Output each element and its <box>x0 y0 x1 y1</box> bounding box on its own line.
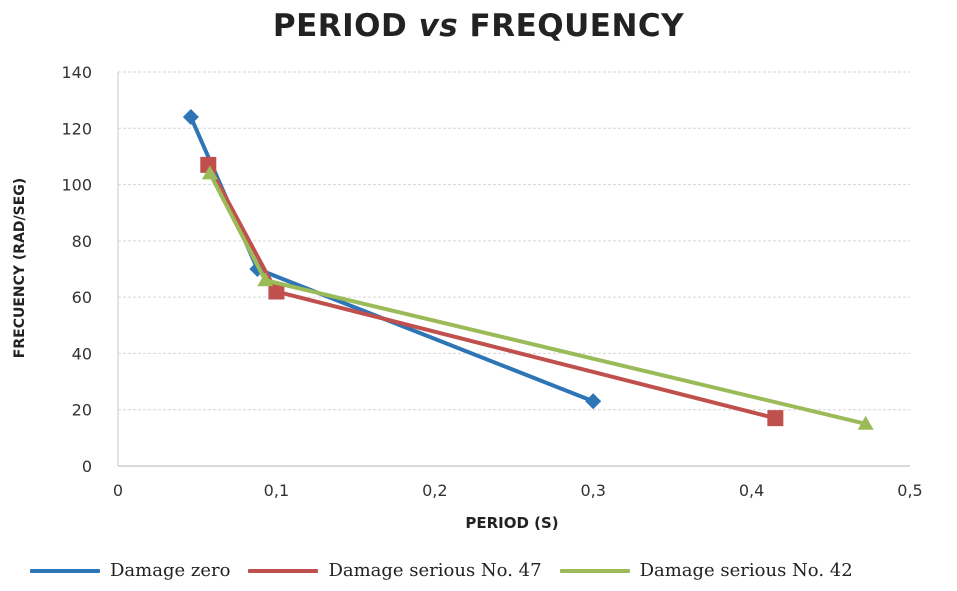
legend-item: Damage serious No. 47 <box>248 560 542 581</box>
legend: Damage zero Damage serious No. 47 Damage s… <box>30 560 950 581</box>
data-point <box>200 156 217 173</box>
x-tick-label: 0 <box>113 481 123 500</box>
chart-title-rest: FREQUENCY <box>458 8 685 44</box>
legend-swatch <box>559 568 630 573</box>
series-1 <box>182 109 602 410</box>
data-point <box>201 165 218 180</box>
x-tick-label: 0,2 <box>422 481 447 500</box>
x-tick-labels: 0 0,1 0,2 0,3 0,4 0,5 <box>113 481 923 500</box>
legend-item: Damage serious No. 42 <box>559 560 853 581</box>
data-point <box>585 393 602 410</box>
legend-swatch <box>30 568 100 573</box>
x-tick-label: 0,3 <box>580 481 605 500</box>
legend-swatch <box>248 568 319 573</box>
data-point <box>257 272 274 287</box>
x-tick-label: 0,4 <box>739 481 764 500</box>
gridlines <box>117 71 910 467</box>
y-tick-labels: 0 20 40 60 80 100 120 140 <box>61 63 92 476</box>
y-tick-label: 140 <box>61 63 92 82</box>
series-3 <box>201 165 874 430</box>
y-axis-label: FRECUENCY (RAD/SEG) <box>12 178 28 358</box>
y-tick-label: 80 <box>72 232 92 251</box>
y-tick-label: 100 <box>61 176 92 195</box>
x-tick-label: 0,1 <box>264 481 289 500</box>
legend-label: Damage zero <box>110 560 231 581</box>
y-tick-label: 60 <box>72 288 92 307</box>
x-tick-label: 0,5 <box>897 481 922 500</box>
y-tick-label: 20 <box>72 401 92 420</box>
data-point <box>182 109 199 126</box>
legend-item: Damage zero <box>30 560 230 581</box>
legend-label: Damage serious No. 42 <box>639 560 853 581</box>
y-tick-label: 120 <box>61 119 92 138</box>
series-2 <box>200 156 784 427</box>
y-tick-label: 40 <box>72 344 92 363</box>
data-point <box>268 283 285 300</box>
legend-label: Damage serious No. 47 <box>328 560 542 581</box>
y-tick-label: 0 <box>82 457 92 476</box>
series-group <box>182 109 874 430</box>
data-point <box>767 410 784 427</box>
x-axis-label: PERIOD (S) <box>465 514 558 532</box>
chart-title-main: PERIOD <box>272 8 419 44</box>
chart-title: PERIOD vs FREQUENCY <box>0 8 957 44</box>
data-point <box>857 415 874 430</box>
chart-title-vs: vs <box>418 8 459 44</box>
